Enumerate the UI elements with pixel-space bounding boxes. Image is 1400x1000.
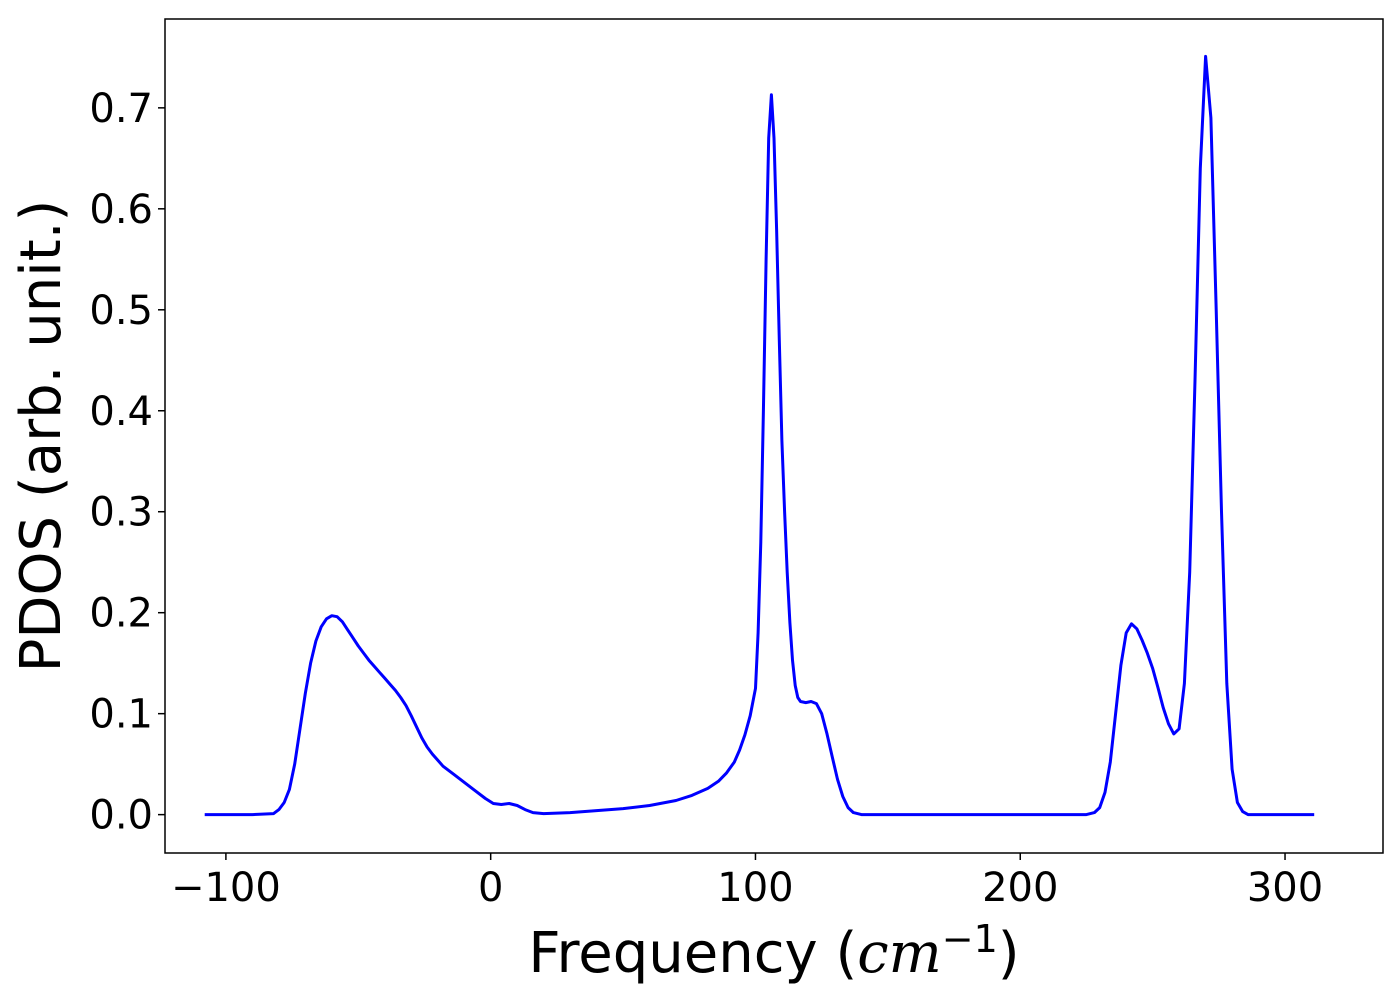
- y-tick-label: 0.5: [89, 288, 153, 334]
- y-tick-label: 0.1: [89, 692, 153, 738]
- y-tick-label: 0.3: [89, 490, 153, 536]
- x-axis-title-variable: cm: [857, 921, 941, 986]
- x-tick-label: 200: [982, 865, 1058, 911]
- y-axis-title: PDOS (arb. unit.): [9, 200, 74, 673]
- x-axis: −100 0 100 200 300: [171, 853, 1323, 911]
- y-tick-label: 0.2: [89, 591, 153, 637]
- x-tick-label: 300: [1247, 865, 1323, 911]
- x-axis-title-exponent: −1: [942, 917, 998, 961]
- x-tick-label: 0: [478, 865, 503, 911]
- y-tick-label: 0.4: [89, 389, 153, 435]
- plot-area-frame: [164, 18, 1384, 854]
- pdos-series-line: [204, 54, 1315, 817]
- x-tick-label: −100: [171, 865, 281, 911]
- x-tick-label: 100: [717, 865, 793, 911]
- y-tick-label: 0.0: [89, 793, 153, 839]
- y-tick-label: 0.7: [89, 86, 153, 132]
- y-axis: 0.0 0.1 0.2 0.3 0.4 0.5 0.6 0.7: [89, 86, 165, 839]
- x-axis-title-suffix: ): [998, 921, 1020, 986]
- x-axis-title: Frequency (cm−1): [528, 917, 1019, 986]
- y-tick-label: 0.6: [89, 187, 153, 233]
- x-axis-title-prefix: Frequency (: [528, 921, 857, 986]
